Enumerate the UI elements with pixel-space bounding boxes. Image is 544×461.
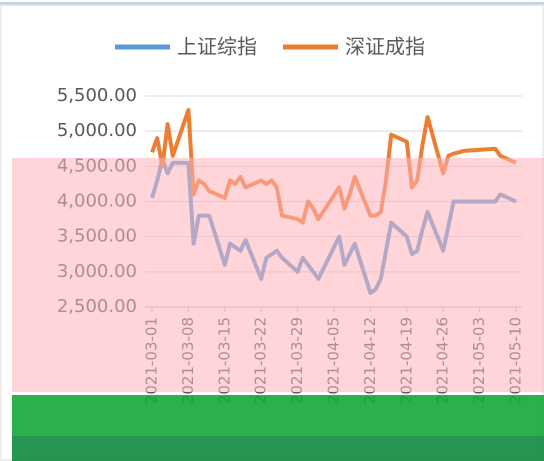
- y-tick-label: 5,500.00: [57, 85, 137, 106]
- legend-label: 上证综指: [177, 35, 257, 59]
- top-border: [0, 2, 544, 5]
- legend-label: 深证成指: [345, 35, 425, 59]
- dark-green-overlay: [12, 436, 544, 461]
- y-tick-label: 5,000.00: [57, 120, 137, 141]
- legend: 上证综指 深证成指: [115, 35, 425, 59]
- green-overlay: [12, 395, 544, 436]
- pink-overlay: [12, 158, 544, 392]
